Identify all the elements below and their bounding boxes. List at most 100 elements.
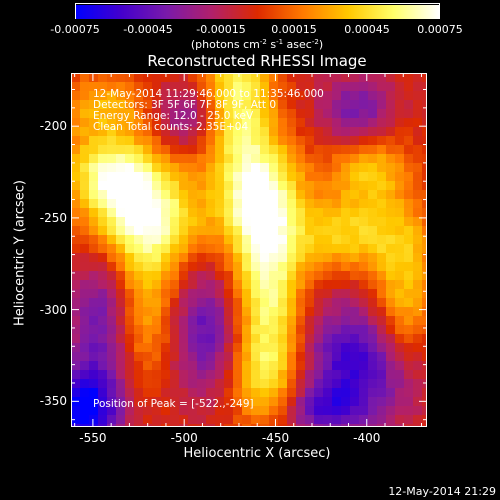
- heatmap-cell: [107, 82, 117, 92]
- heatmap-cell: [314, 172, 324, 182]
- heatmap-cell: [125, 271, 135, 281]
- heatmap-cell: [215, 388, 225, 398]
- heatmap-cell: [224, 406, 234, 416]
- heatmap-cell: [422, 325, 427, 335]
- heatmap-cell: [98, 325, 108, 335]
- heatmap-cell: [170, 424, 180, 427]
- heatmap-cell: [296, 388, 306, 398]
- heatmap-cell: [251, 406, 261, 416]
- heatmap-cell: [260, 361, 270, 371]
- y-axis-label: Heliocentric Y (arcsec): [12, 180, 28, 326]
- heatmap-cell: [341, 244, 351, 254]
- heatmap-cell: [224, 118, 234, 128]
- heatmap-cell: [305, 316, 315, 326]
- heatmap-cell: [224, 208, 234, 218]
- heatmap-cell: [350, 235, 360, 245]
- heatmap-cell: [314, 235, 324, 245]
- heatmap-cell: [278, 82, 288, 92]
- heatmap-cell: [71, 217, 81, 227]
- heatmap-cell: [134, 190, 144, 200]
- heatmap-cell: [368, 370, 378, 380]
- heatmap-cell: [278, 280, 288, 290]
- heatmap-cell: [404, 244, 414, 254]
- heatmap-cell: [152, 100, 162, 110]
- heatmap-cell: [152, 253, 162, 263]
- heatmap-cell: [278, 406, 288, 416]
- heatmap-cell: [89, 397, 99, 407]
- heatmap-cell: [242, 379, 252, 389]
- heatmap-cell: [395, 208, 405, 218]
- heatmap-cell: [80, 325, 90, 335]
- heatmap-cell: [206, 379, 216, 389]
- heatmap-cell: [107, 262, 117, 272]
- heatmap-cell: [98, 73, 108, 83]
- colorbar-tick-label: 0.00015: [271, 23, 317, 36]
- heatmap-cell: [89, 253, 99, 263]
- heatmap-cell: [134, 307, 144, 317]
- heatmap-cell: [368, 73, 378, 83]
- heatmap-cell: [197, 145, 207, 155]
- heatmap-cell: [89, 235, 99, 245]
- heatmap-cell: [404, 163, 414, 173]
- heatmap-cell: [341, 424, 351, 427]
- heatmap-cell: [386, 208, 396, 218]
- heatmap-cell: [152, 307, 162, 317]
- heatmap-cell: [332, 253, 342, 263]
- heatmap-cell: [404, 91, 414, 101]
- heatmap-cell: [404, 424, 414, 427]
- heatmap-cell: [368, 424, 378, 427]
- heatmap-cell: [323, 163, 333, 173]
- heatmap-cell: [242, 424, 252, 427]
- heatmap-cell: [359, 100, 369, 110]
- heatmap-cell: [422, 172, 427, 182]
- heatmap-cell: [323, 109, 333, 119]
- heatmap-cell: [251, 208, 261, 218]
- heatmap-cell: [269, 118, 279, 128]
- heatmap-cell: [260, 388, 270, 398]
- heatmap-cell: [386, 244, 396, 254]
- heatmap-cell: [80, 199, 90, 209]
- heatmap-cell: [251, 361, 261, 371]
- heatmap-cell: [413, 217, 423, 227]
- heatmap-cell: [89, 406, 99, 416]
- heatmap-cell: [215, 370, 225, 380]
- heatmap-cell: [350, 181, 360, 191]
- heatmap-cell: [242, 181, 252, 191]
- heatmap-cell: [161, 298, 171, 308]
- heatmap-cell: [323, 388, 333, 398]
- heatmap-cell: [206, 262, 216, 272]
- heatmap-cell: [242, 271, 252, 281]
- heatmap-cell: [404, 226, 414, 236]
- heatmap-cell: [107, 91, 117, 101]
- heatmap-cell: [71, 235, 81, 245]
- heatmap-cell: [368, 388, 378, 398]
- heatmap-cell: [332, 100, 342, 110]
- heatmap-cell: [359, 316, 369, 326]
- heatmap-cell: [251, 415, 261, 425]
- heatmap-cell: [71, 334, 81, 344]
- heatmap-cell: [188, 199, 198, 209]
- heatmap-cell: [89, 289, 99, 299]
- heatmap-cell: [71, 307, 81, 317]
- heatmap-cell: [188, 289, 198, 299]
- heatmap-cell: [179, 226, 189, 236]
- heatmap-cell: [206, 208, 216, 218]
- heatmap-cell: [98, 253, 108, 263]
- heatmap-cell: [80, 370, 90, 380]
- heatmap-cell: [278, 253, 288, 263]
- heatmap-cell: [188, 163, 198, 173]
- heatmap-cell: [287, 172, 297, 182]
- heatmap-cell: [125, 145, 135, 155]
- heatmap-cell: [197, 271, 207, 281]
- heatmap-cell: [107, 244, 117, 254]
- heatmap-cell: [368, 127, 378, 137]
- heatmap-cell: [107, 199, 117, 209]
- heatmap-cell: [323, 271, 333, 281]
- heatmap-cell: [125, 280, 135, 290]
- heatmap-cell: [161, 334, 171, 344]
- heatmap-cell: [404, 415, 414, 425]
- heatmap-cell: [134, 73, 144, 83]
- heatmap-cell: [251, 244, 261, 254]
- heatmap-cell: [80, 100, 90, 110]
- heatmap-cell: [296, 208, 306, 218]
